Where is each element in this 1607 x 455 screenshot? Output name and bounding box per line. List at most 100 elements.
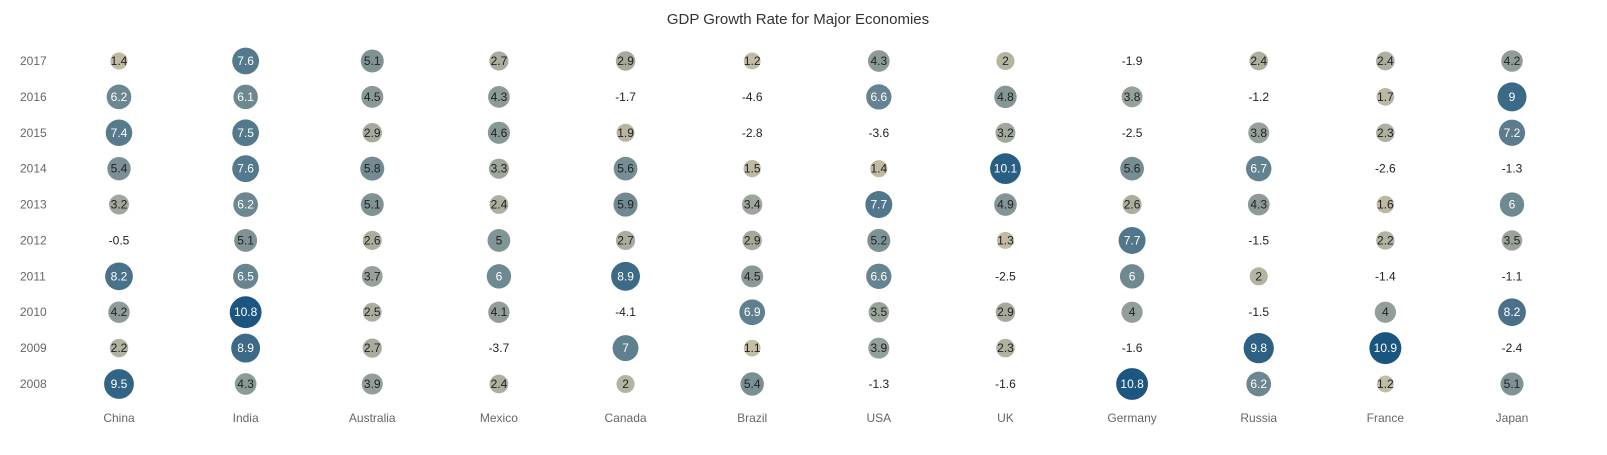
bubble[interactable] [742,194,763,215]
bubble[interactable] [234,373,257,395]
bubble[interactable] [615,51,636,71]
bubble[interactable] [611,261,640,291]
bubble[interactable] [1246,155,1272,182]
bubble[interactable] [1369,332,1402,365]
bubble[interactable] [866,263,892,289]
bubble[interactable] [866,84,892,110]
bubble[interactable] [1375,51,1395,71]
bubble[interactable] [360,156,385,181]
bubble[interactable] [1499,192,1525,217]
bubble[interactable] [1500,372,1524,396]
bubble[interactable] [362,338,382,358]
bubble[interactable] [1122,195,1142,215]
bubble[interactable] [104,369,134,399]
bubble[interactable] [1248,122,1270,144]
bubble[interactable] [487,121,510,144]
bubble[interactable] [1376,375,1394,393]
bubble[interactable] [1376,195,1395,214]
bubble[interactable] [488,301,510,323]
bubble[interactable] [868,301,890,323]
bubble[interactable] [1120,156,1144,181]
bubble[interactable] [1119,264,1145,289]
bubble[interactable] [1249,267,1268,286]
bubble[interactable] [743,159,761,178]
bubble[interactable] [488,86,510,108]
bubble[interactable] [107,156,131,181]
bubble[interactable] [1498,119,1526,146]
bubble[interactable] [995,122,1016,143]
bubble[interactable] [487,229,511,252]
bubble[interactable] [1247,193,1270,216]
bubble[interactable] [867,50,890,72]
bubble[interactable] [1374,301,1396,323]
bubble[interactable] [994,85,1017,109]
bubble[interactable] [1498,298,1526,327]
bubble[interactable] [996,231,1014,249]
bubble[interactable] [108,301,130,324]
bubble[interactable] [232,47,260,75]
bubble[interactable] [1376,231,1395,250]
bubble[interactable] [106,84,132,110]
bubble[interactable] [110,52,128,70]
bubble[interactable] [743,52,761,70]
bubble[interactable] [867,228,891,253]
bubble[interactable] [361,265,383,287]
bubble[interactable] [996,51,1015,71]
bubble[interactable] [233,263,259,289]
bubble[interactable] [996,338,1015,358]
bubble[interactable] [613,192,638,217]
bubble[interactable] [109,338,129,358]
bubble[interactable] [229,296,262,329]
bubble[interactable] [615,230,636,251]
bubble[interactable] [740,372,764,396]
bubble[interactable] [362,123,383,143]
bubble[interactable] [616,374,635,394]
bubble[interactable] [613,156,638,181]
bubble[interactable] [990,153,1021,185]
bubble[interactable] [361,85,384,108]
bubble[interactable] [868,337,890,359]
bubble[interactable] [1501,50,1523,72]
bubble[interactable] [1501,230,1523,251]
bubble[interactable] [109,194,129,215]
bubble[interactable] [361,373,383,395]
bubble[interactable] [362,230,382,250]
bubble[interactable] [870,160,888,178]
bubble[interactable] [739,299,766,326]
bubble[interactable] [1121,86,1143,108]
bubble[interactable] [742,230,762,251]
bubble[interactable] [360,193,384,217]
bubble[interactable] [105,119,133,147]
bubble[interactable] [105,262,133,291]
bubble[interactable] [1121,301,1143,323]
bubble[interactable] [1497,82,1527,112]
bubble[interactable] [1243,332,1274,364]
bubble[interactable] [616,123,635,142]
bubble[interactable] [489,51,509,71]
bubble[interactable] [231,333,261,363]
bubble[interactable] [360,49,384,73]
bubble[interactable] [995,302,1016,322]
bubble[interactable] [1246,371,1272,397]
bubble[interactable] [234,228,258,252]
data-label: 2 [1255,269,1262,283]
bubble[interactable] [1116,368,1149,400]
bubble[interactable] [865,191,893,219]
bubble[interactable] [232,155,260,183]
bubble[interactable] [489,195,509,214]
bubble[interactable] [362,302,382,322]
bubble[interactable] [233,84,258,110]
bubble[interactable] [488,158,509,179]
bubble[interactable] [486,264,512,289]
bubble[interactable] [1376,123,1395,143]
bubble[interactable] [1118,226,1146,254]
bubble[interactable] [612,335,639,362]
bubble[interactable] [743,339,761,357]
bubble[interactable] [1249,51,1269,71]
bubble[interactable] [1376,88,1395,106]
bubble[interactable] [233,192,258,217]
bubble[interactable] [994,193,1017,216]
bubble[interactable] [741,265,764,288]
bubble[interactable] [489,374,509,394]
bubble[interactable] [232,119,259,147]
